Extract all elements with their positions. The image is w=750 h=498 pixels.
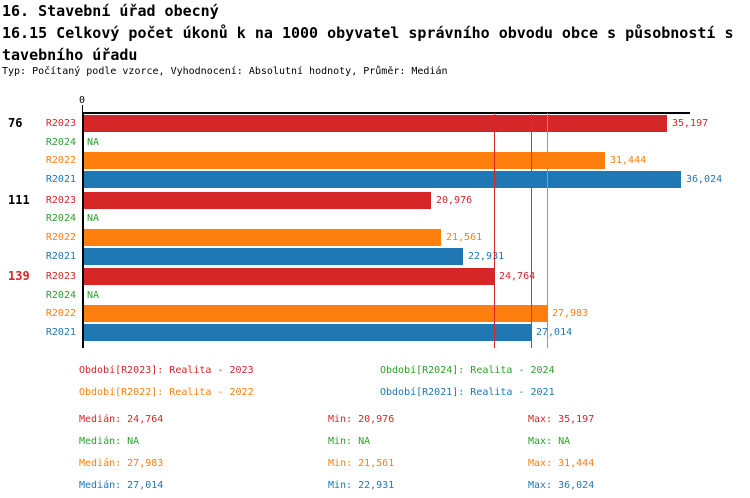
chart-bar [84, 229, 441, 246]
page-subtitle: Typ: Počítaný podle vzorce, Vyhodnocení:… [2, 66, 448, 77]
median-line [531, 113, 532, 348]
stat-max: Max: 36,024 [528, 480, 595, 491]
row-series-label: R2021 [45, 251, 76, 262]
bar-na-label: NA [87, 137, 100, 148]
bar-value-label: 27,014 [536, 327, 573, 338]
row-series-label: R2021 [45, 327, 76, 338]
bar-value-label: 24,764 [499, 271, 536, 282]
chart-bar [84, 115, 667, 132]
group-label: 111 [8, 192, 30, 207]
row-series-label: R2022 [45, 232, 76, 243]
stat-median: Medián: 27,014 [79, 480, 164, 491]
row-series-label: R2024 [45, 290, 76, 301]
stat-median: Medián: 24,764 [79, 414, 164, 425]
stat-median: Medián: NA [79, 436, 140, 447]
row-series-label: R2023 [45, 271, 76, 282]
bar-value-label: 21,561 [446, 232, 483, 243]
bar-value-label: 31,444 [610, 155, 647, 166]
stat-max: Max: NA [528, 436, 571, 447]
chart-bar [84, 305, 547, 322]
chart-bar [84, 248, 463, 265]
stat-median: Medián: 27,983 [79, 458, 164, 469]
x-axis-line [82, 112, 690, 114]
stat-min: Min: 22,931 [328, 480, 395, 491]
row-series-label: R2023 [45, 118, 76, 129]
bar-value-label: 22,931 [468, 251, 505, 262]
row-series-label: R2024 [45, 137, 76, 148]
stat-max: Max: 35,197 [528, 414, 595, 425]
bar-value-label: 35,197 [672, 118, 709, 129]
stat-max: Max: 31,444 [528, 458, 595, 469]
row-series-label: R2022 [45, 155, 76, 166]
group-label: 139 [8, 269, 30, 283]
bar-na-label: NA [87, 290, 100, 301]
stat-min: Min: 21,561 [328, 458, 395, 469]
chart-bar [84, 324, 531, 341]
page-title-line-3: tavebního úřadu [2, 46, 138, 64]
legend-item: Období[R2023]: Realita - 2023 [79, 365, 254, 376]
legend-item: Období[R2022]: Realita - 2022 [79, 387, 254, 398]
chart-bar [84, 152, 605, 169]
stat-min: Min: 20,976 [328, 414, 395, 425]
stat-min: Min: NA [328, 436, 371, 447]
bar-value-label: 20,976 [436, 195, 473, 206]
row-series-label: R2023 [45, 195, 76, 206]
bar-value-label: 27,983 [552, 308, 589, 319]
row-series-label: R2021 [45, 174, 76, 185]
bar-value-label: 36,024 [686, 174, 723, 185]
x-axis-zero-tick [82, 105, 83, 112]
page-title-line-1: 16. Stavební úřad obecný [2, 2, 219, 20]
chart-bar [84, 171, 681, 188]
median-line [547, 113, 548, 348]
y-axis-line [82, 112, 84, 348]
chart-bar [84, 268, 494, 285]
group-label: 76 [8, 116, 23, 130]
row-series-label: R2022 [45, 308, 76, 319]
x-axis-zero-label: 0 [78, 95, 86, 106]
legend-item: Období[R2021]: Realita - 2021 [380, 387, 555, 398]
median-line [494, 113, 495, 348]
legend-item: Období[R2024]: Realita - 2024 [380, 365, 555, 376]
page-title-line-2: 16.15 Celkový počet úkonů k na 1000 obyv… [2, 24, 734, 42]
row-series-label: R2024 [45, 213, 76, 224]
chart-bar [84, 192, 431, 209]
bar-na-label: NA [87, 213, 100, 224]
